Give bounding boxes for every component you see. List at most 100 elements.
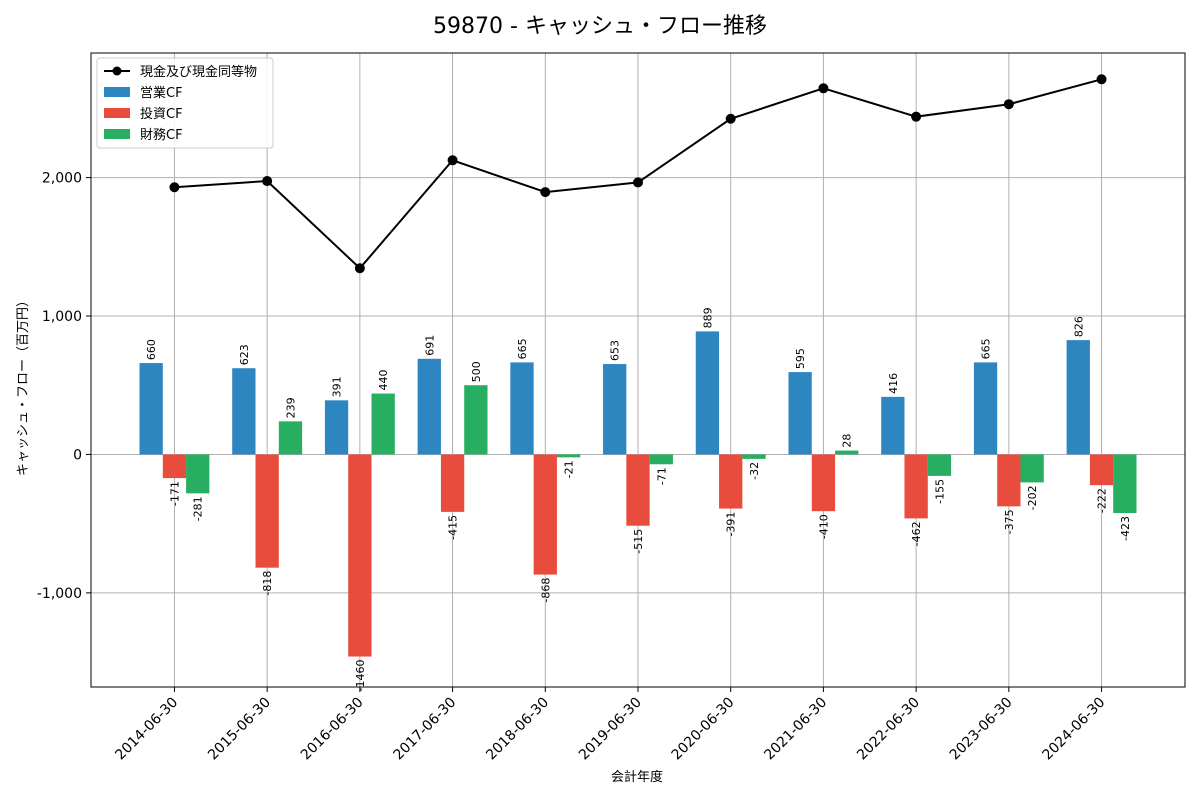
bar-投資CF xyxy=(1089,454,1114,486)
bar-投資CF xyxy=(440,454,465,512)
bar-value-label: -515 xyxy=(632,529,645,554)
bar-財務CF xyxy=(556,454,581,458)
cash-line-point xyxy=(540,187,551,198)
bar-投資CF xyxy=(255,454,279,568)
x-tick-label: 2019-06-30 xyxy=(576,695,645,764)
bar-value-label: 28 xyxy=(841,434,854,448)
bar-財務CF xyxy=(186,454,210,494)
cash-line-point xyxy=(1003,99,1014,110)
bar-value-label: -281 xyxy=(192,496,205,521)
y-tick-label: 0 xyxy=(73,447,82,463)
bar-財務CF xyxy=(464,385,488,455)
legend-swatch xyxy=(104,108,130,118)
cash-line-point xyxy=(911,111,922,122)
x-tick-label: 2020-06-30 xyxy=(669,695,738,764)
bar-投資CF xyxy=(997,454,1021,507)
plot-frame xyxy=(90,52,1186,688)
x-axis-label: 会計年度 xyxy=(611,769,663,785)
data-labels: 660 623 391 691 665 653 889 595 416 665 826 -171 -81… xyxy=(145,307,1132,691)
bar-投資CF xyxy=(626,454,650,526)
bar-value-label: 239 xyxy=(284,397,297,418)
grid-lines xyxy=(91,53,1185,687)
legend-swatch xyxy=(104,87,130,97)
legend-label: 現金及び現金同等物 xyxy=(140,64,257,80)
bar-value-label: 691 xyxy=(423,335,436,356)
bar-営業CF xyxy=(603,364,627,455)
x-tick-label: 2016-06-30 xyxy=(298,695,367,764)
bar-財務CF xyxy=(1113,454,1137,513)
bar-value-label: 665 xyxy=(980,338,993,359)
cash-line-point xyxy=(354,263,365,274)
bar-value-label: -391 xyxy=(725,512,738,537)
bar-value-label: 595 xyxy=(794,348,807,369)
bar-財務CF xyxy=(742,454,766,459)
bar-value-label: 623 xyxy=(238,344,251,365)
bar-営業CF xyxy=(1066,340,1090,455)
legend-label: 投資CF xyxy=(140,106,183,122)
y-tick-label: 1,000 xyxy=(42,309,82,325)
bar-財務CF xyxy=(835,450,859,455)
bar-投資CF xyxy=(162,454,187,479)
bar-営業CF xyxy=(139,363,163,455)
bar-value-label: 391 xyxy=(331,376,344,397)
bar-営業CF xyxy=(973,362,998,455)
x-tick-label: 2015-06-30 xyxy=(205,695,274,764)
legend-swatch xyxy=(104,129,130,139)
cash-line-point xyxy=(725,113,736,124)
bar-value-label: 665 xyxy=(516,338,529,359)
bar-投資CF xyxy=(533,454,557,575)
cash-line-point xyxy=(633,177,643,188)
bar-value-label: -415 xyxy=(447,515,460,540)
bar-営業CF xyxy=(881,396,905,455)
bar-営業CF xyxy=(417,358,441,455)
bar-value-label: -375 xyxy=(1003,509,1016,534)
bar-value-label: -71 xyxy=(655,467,668,485)
legend-label: 財務CF xyxy=(140,128,183,143)
bar-投資CF xyxy=(904,454,928,519)
y-tick-label: 2,000 xyxy=(42,171,82,187)
bar-財務CF xyxy=(1020,454,1044,483)
bar-value-label: 889 xyxy=(701,307,714,328)
x-tick-label: 2021-06-30 xyxy=(761,695,830,764)
bar-投資CF xyxy=(811,454,836,512)
bar-投資CF xyxy=(719,454,743,509)
bar-value-label: 653 xyxy=(609,340,622,361)
cash-line xyxy=(169,74,1107,274)
bar-営業CF xyxy=(695,331,720,455)
bar-value-label: -155 xyxy=(933,479,946,504)
bar-営業CF xyxy=(788,372,812,455)
bar-value-label: -1460 xyxy=(354,660,367,692)
bar-財務CF xyxy=(278,421,303,455)
bar-value-label: 826 xyxy=(1072,316,1085,337)
bar-value-label: 440 xyxy=(377,370,390,391)
cash-line-point xyxy=(169,182,180,193)
bar-value-label: -171 xyxy=(168,481,181,506)
bar-value-label: 660 xyxy=(145,339,158,360)
bar-value-label: 500 xyxy=(470,361,483,382)
bar-value-label: -410 xyxy=(817,514,830,539)
x-tick-label: 2018-06-30 xyxy=(483,695,552,764)
x-tick-label: 2017-06-30 xyxy=(391,695,460,764)
x-tick-label: 2014-06-30 xyxy=(112,695,181,764)
bar-営業CF xyxy=(232,368,256,455)
x-tick-label: 2022-06-30 xyxy=(854,695,923,764)
y-axis-label: キャッシュ・フロー（百万円） xyxy=(16,294,31,476)
bar-value-label: -868 xyxy=(539,578,552,603)
bar-投資CF xyxy=(348,454,372,657)
bar-value-label: -32 xyxy=(748,462,761,480)
bar-value-label: -222 xyxy=(1096,488,1109,513)
bar-value-label: -462 xyxy=(910,521,923,546)
legend-box xyxy=(96,57,274,149)
legend-label: 営業CF xyxy=(140,85,183,101)
bar-value-label: -21 xyxy=(563,460,576,478)
bar-営業CF xyxy=(510,362,534,455)
bar-value-label: -202 xyxy=(1026,485,1039,510)
x-tick-label: 2024-06-30 xyxy=(1040,695,1109,764)
bar-value-label: -818 xyxy=(261,571,274,596)
bar-財務CF xyxy=(927,454,952,476)
bar-value-label: -423 xyxy=(1119,516,1132,541)
cash-line-point xyxy=(447,155,458,166)
bar-財務CF xyxy=(371,393,395,455)
